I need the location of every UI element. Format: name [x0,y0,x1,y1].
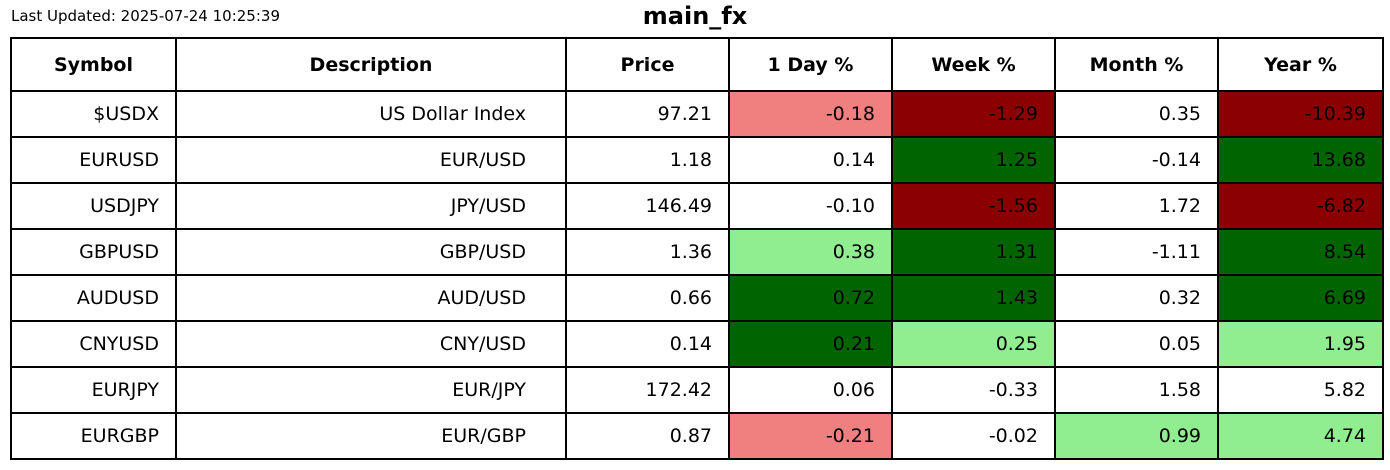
day-pct-cell: 0.06 [728,366,893,414]
description-cell: EUR/GBP [175,412,567,460]
year-pct-cell: 5.82 [1217,366,1384,414]
table-row: EURGBP EUR/GBP 0.87 -0.21 -0.02 0.99 4.74 [10,412,1384,460]
price-cell: 146.49 [565,182,730,230]
table-row: $USDX US Dollar Index 97.21 -0.18 -1.29 0.35-… [10,90,1384,138]
week-pct-cell: 0.25 [891,320,1056,368]
page-title: main_fx [642,2,748,30]
day-pct-cell: 0.21 [728,320,893,368]
symbol-cell: $USDX [10,90,177,138]
year-pct-cell: -10.39 [1217,90,1384,138]
description-cell: CNY/USD [175,320,567,368]
fx-table: Symbol Description Price 1 Day % Week % … [10,37,1384,460]
description-cell: GBP/USD [175,228,567,276]
table-row: AUDUSD AUD/USD 0.66 0.72 1.43 0.32 6.69 [10,274,1384,322]
month-pct-cell: 0.32 [1054,274,1219,322]
symbol-cell: EURUSD [10,136,177,184]
description-cell: EUR/JPY [175,366,567,414]
week-pct-cell: 1.43 [891,274,1056,322]
table-row: CNYUSD CNY/USD 0.14 0.21 0.25 0.05 1.95 [10,320,1384,368]
table-row: EURUSD EUR/USD 1.18 0.14 1.25 -0.14 13.68 [10,136,1384,184]
month-pct-cell: 0.05 [1054,320,1219,368]
month-pct-cell: 1.58 [1054,366,1219,414]
price-cell: 0.14 [565,320,730,368]
symbol-cell: GBPUSD [10,228,177,276]
month-pct-cell: -1.11 [1054,228,1219,276]
month-pct-cell: 1.72 [1054,182,1219,230]
day-pct-cell: 0.14 [728,136,893,184]
description-cell: US Dollar Index [175,90,567,138]
description-cell: AUD/USD [175,274,567,322]
week-pct-cell: -0.02 [891,412,1056,460]
year-pct-cell: -6.82 [1217,182,1384,230]
day-pct-cell: -0.21 [728,412,893,460]
description-cell: EUR/USD [175,136,567,184]
header-row: Symbol Description Price 1 Day % Week % … [10,37,1384,92]
table-row: USDJPY JPY/USD 146.49 -0.10 -1.56 1.72 -6.82 [10,182,1384,230]
price-cell: 172.42 [565,366,730,414]
table-header: Symbol Description Price 1 Day % Week % … [10,37,1384,92]
year-pct-cell: 4.74 [1217,412,1384,460]
year-pct-cell: 6.69 [1217,274,1384,322]
day-pct-cell: 0.38 [728,228,893,276]
table-row: GBPUSD GBP/USD 1.36 0.38 1.31 -1.11 8.54 [10,228,1384,276]
month-pct-cell: 0.35 [1054,90,1219,138]
column-header-week-pct: Week % [891,37,1056,92]
month-pct-cell: 0.99 [1054,412,1219,460]
symbol-cell: USDJPY [10,182,177,230]
description-cell: JPY/USD [175,182,567,230]
day-pct-cell: -0.18 [728,90,893,138]
table-row: EURJPY EUR/JPY 172.42 0.06 -0.33 1.58 5.82 [10,366,1384,414]
column-header-month-pct: Month % [1054,37,1219,92]
week-pct-cell: -0.33 [891,366,1056,414]
column-header-price: Price [565,37,730,92]
column-header-symbol: Symbol [10,37,177,92]
week-pct-cell: -1.29 [891,90,1056,138]
price-cell: 1.36 [565,228,730,276]
week-pct-cell: 1.25 [891,136,1056,184]
year-pct-cell: 1.95 [1217,320,1384,368]
column-header-description: Description [175,37,567,92]
price-cell: 1.18 [565,136,730,184]
week-pct-cell: -1.56 [891,182,1056,230]
symbol-cell: AUDUSD [10,274,177,322]
last-updated-label: Last Updated: 2025-07-24 10:25:39 [11,7,280,25]
symbol-cell: EURJPY [10,366,177,414]
price-cell: 97.21 [565,90,730,138]
day-pct-cell: -0.10 [728,182,893,230]
year-pct-cell: 8.54 [1217,228,1384,276]
year-pct-cell: 13.68 [1217,136,1384,184]
month-pct-cell: -0.14 [1054,136,1219,184]
price-cell: 0.87 [565,412,730,460]
day-pct-cell: 0.72 [728,274,893,322]
symbol-cell: EURGBP [10,412,177,460]
price-cell: 0.66 [565,274,730,322]
fx-table-body: $USDX US Dollar Index 97.21 -0.18 -1.29 0.35-… [10,90,1384,460]
column-header-day-pct: 1 Day % [728,37,893,92]
week-pct-cell: 1.31 [891,228,1056,276]
column-header-year-pct: Year % [1217,37,1384,92]
symbol-cell: CNYUSD [10,320,177,368]
